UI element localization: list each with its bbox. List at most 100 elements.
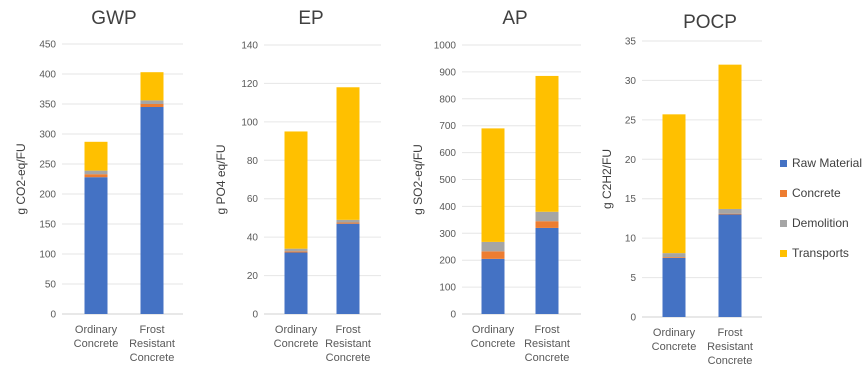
- y-axis-label: g PO4 eq/FU: [214, 144, 228, 214]
- bar-segment-demolition: [718, 208, 742, 214]
- x-category-label: Ordinary: [653, 327, 696, 339]
- legend-swatch-concrete: [780, 189, 787, 197]
- legend-swatch-demolition: [780, 219, 787, 227]
- bar-segment-concrete: [336, 222, 360, 224]
- x-category-label: Resistant: [524, 338, 570, 350]
- bar-segment-concrete: [718, 213, 742, 215]
- y-tick-label: 20: [625, 155, 637, 166]
- x-category-label: Ordinary: [75, 324, 118, 336]
- y-tick-label: 700: [439, 121, 456, 132]
- x-category-label: Concrete: [525, 352, 570, 364]
- x-category-label: Resistant: [707, 341, 753, 353]
- y-tick-label: 50: [45, 280, 57, 291]
- legend-label: Demolition: [792, 216, 849, 230]
- x-category-label: Concrete: [326, 352, 371, 364]
- x-category-label: Concrete: [74, 338, 119, 350]
- y-tick-label: 120: [241, 79, 258, 90]
- y-tick-label: 0: [252, 310, 258, 321]
- bar-segment-transports: [718, 64, 742, 209]
- bar-segment-demolition: [662, 253, 686, 258]
- y-tick-label: 40: [247, 233, 259, 244]
- y-tick-label: 200: [39, 190, 56, 201]
- bar-segment-concrete: [84, 174, 108, 178]
- y-tick-label: 1000: [434, 41, 457, 52]
- y-axis-label: g SO2-eq/FU: [411, 144, 425, 215]
- chart-title: POCP: [683, 12, 737, 33]
- bar-segment-concrete: [481, 251, 505, 259]
- y-tick-label: 0: [50, 310, 56, 321]
- bar-segment-transports: [336, 87, 360, 220]
- bar-segment-concrete: [662, 257, 686, 258]
- x-category-label: Frost: [717, 327, 742, 339]
- x-category-label: Concrete: [708, 355, 753, 367]
- y-tick-label: 450: [39, 40, 56, 51]
- bar-segment-raw-material: [718, 214, 742, 317]
- bar-segment-concrete: [284, 251, 308, 253]
- legend-label: Transports: [792, 246, 849, 260]
- y-tick-label: 10: [625, 234, 637, 245]
- bar-segment-demolition: [535, 211, 559, 222]
- legend-swatch-transports: [780, 249, 787, 257]
- y-tick-label: 600: [439, 148, 456, 159]
- x-category-label: Concrete: [130, 352, 175, 364]
- legend-label: Raw Material: [792, 156, 862, 170]
- bar-segment-raw-material: [662, 257, 686, 317]
- y-tick-label: 900: [439, 67, 456, 78]
- chart-title: GWP: [91, 8, 136, 29]
- bar-segment-raw-material: [140, 107, 164, 314]
- bar-segment-transports: [284, 131, 308, 249]
- y-tick-label: 140: [241, 41, 258, 52]
- bar-segment-demolition: [481, 241, 505, 252]
- y-axis-label: g CO2-eq/FU: [14, 143, 28, 214]
- bar-segment-demolition: [84, 170, 108, 175]
- x-category-label: Concrete: [652, 341, 697, 353]
- x-category-label: Ordinary: [275, 324, 318, 336]
- y-tick-label: 400: [39, 70, 56, 81]
- y-tick-label: 5: [630, 273, 636, 284]
- bar-segment-raw-material: [336, 223, 360, 314]
- y-tick-label: 0: [450, 310, 456, 321]
- bar-segment-demolition: [336, 219, 360, 223]
- y-tick-label: 100: [39, 250, 56, 261]
- y-tick-label: 100: [439, 283, 456, 294]
- bar-segment-raw-material: [535, 227, 559, 314]
- bar-segment-demolition: [140, 100, 164, 104]
- y-tick-label: 60: [247, 194, 259, 205]
- x-category-label: Concrete: [471, 338, 516, 350]
- x-category-label: Ordinary: [472, 324, 515, 336]
- x-category-label: Frost: [534, 324, 559, 336]
- legend: Raw Material Concrete Demolition Transpo…: [780, 148, 862, 268]
- y-tick-label: 500: [439, 175, 456, 186]
- y-tick-label: 15: [625, 194, 637, 205]
- legend-item-demolition: Demolition: [780, 208, 862, 238]
- y-tick-label: 200: [439, 256, 456, 267]
- bar-segment-transports: [84, 141, 108, 171]
- y-axis-label: g C2H2/FU: [600, 149, 614, 209]
- bar-segment-demolition: [284, 248, 308, 252]
- bar-segment-transports: [140, 72, 164, 101]
- bar-segment-raw-material: [84, 177, 108, 314]
- y-tick-label: 300: [39, 130, 56, 141]
- y-tick-label: 30: [625, 76, 637, 87]
- legend-label: Concrete: [792, 186, 841, 200]
- x-category-label: Frost: [335, 324, 360, 336]
- bar-segment-transports: [481, 128, 505, 242]
- bar-segment-raw-material: [284, 252, 308, 314]
- y-tick-label: 20: [247, 271, 259, 282]
- legend-swatch-raw-material: [780, 159, 787, 167]
- y-tick-label: 0: [630, 313, 636, 324]
- bar-segment-raw-material: [481, 258, 505, 314]
- y-tick-label: 350: [39, 100, 56, 111]
- y-tick-label: 150: [39, 220, 56, 231]
- bar-segment-transports: [662, 114, 686, 254]
- bar-segment-concrete: [140, 104, 164, 107]
- x-category-label: Concrete: [274, 338, 319, 350]
- y-tick-label: 35: [625, 37, 637, 48]
- y-tick-label: 400: [439, 202, 456, 213]
- bar-segment-transports: [535, 75, 559, 212]
- x-category-label: Resistant: [129, 338, 175, 350]
- y-tick-label: 800: [439, 94, 456, 105]
- chart-title: EP: [298, 8, 323, 29]
- y-tick-label: 25: [625, 115, 637, 126]
